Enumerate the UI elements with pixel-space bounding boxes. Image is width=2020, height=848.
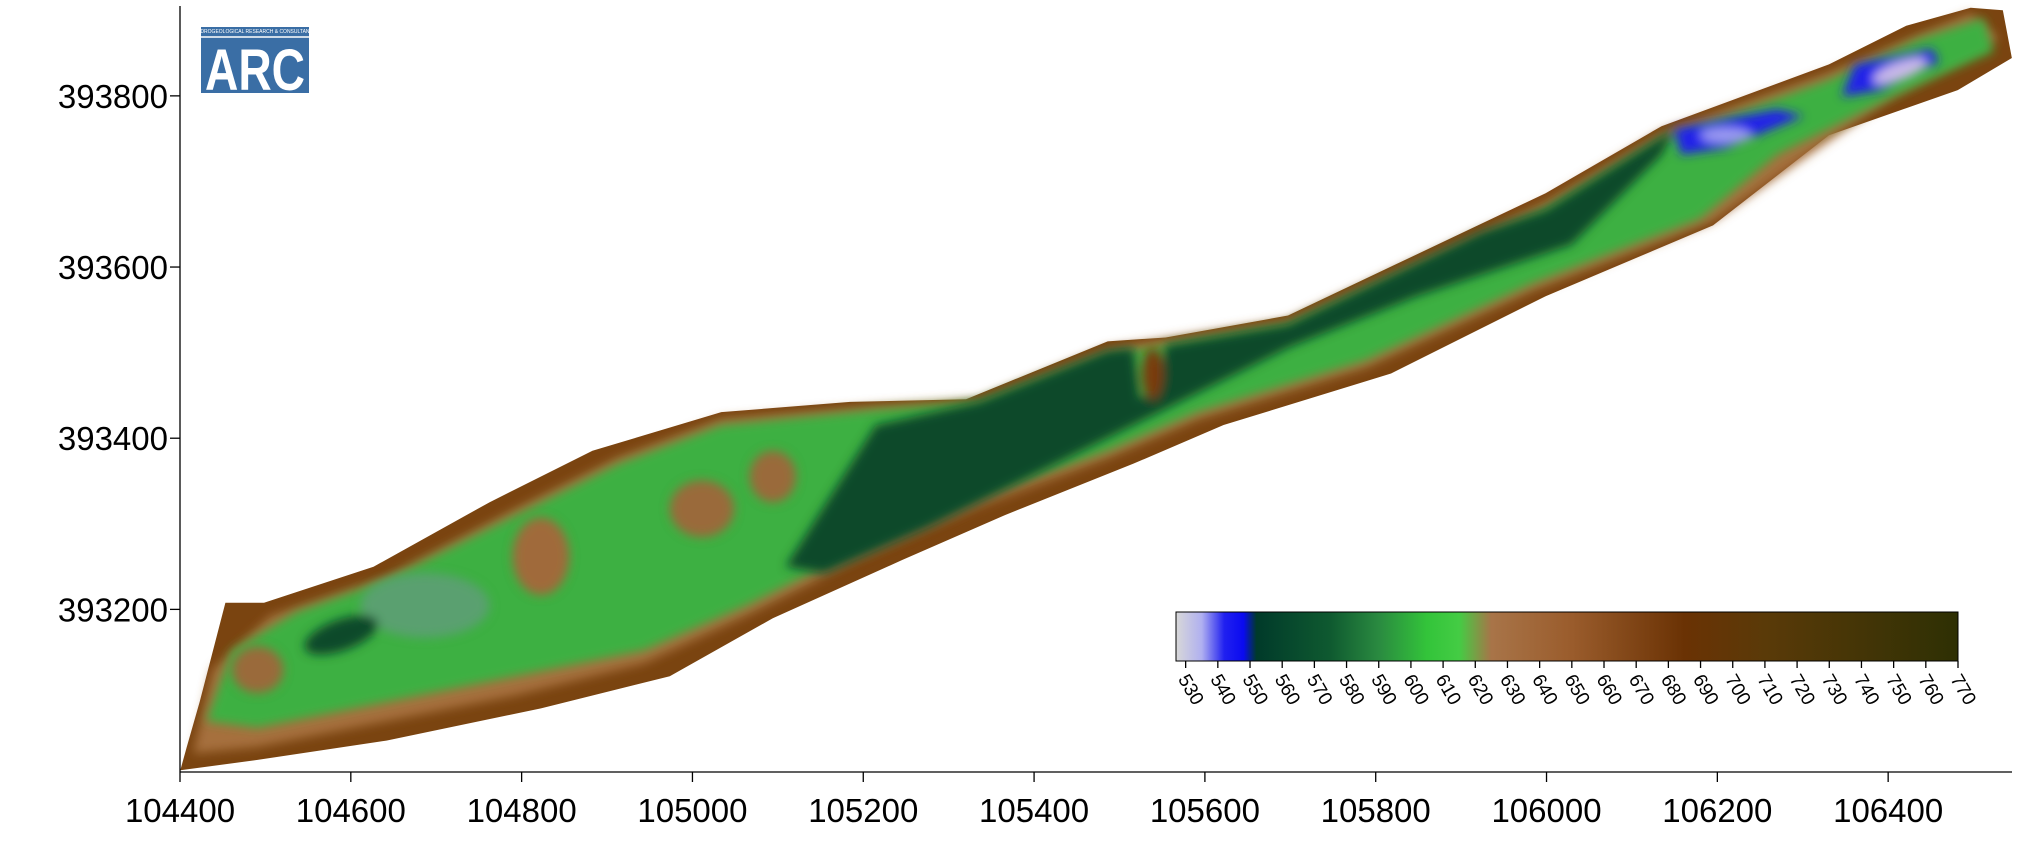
x-tick-label: 105800 [1321, 792, 1431, 829]
colorbar-tick-label: 560 [1270, 671, 1304, 709]
colorbar-tick-label: 670 [1624, 671, 1658, 709]
x-tick-label: 105000 [637, 792, 747, 829]
colorbar-tick-label: 750 [1881, 671, 1915, 709]
colorbar-tick-label: 720 [1785, 671, 1819, 709]
x-tick-label: 106000 [1491, 792, 1601, 829]
logo-box [201, 27, 309, 93]
y-tick-label: 393200 [58, 591, 168, 628]
colorbar-tick-label: 730 [1817, 671, 1851, 709]
colorbar-tick-label: 590 [1366, 671, 1400, 709]
logo-text: ARC [205, 38, 305, 103]
x-tick-label: 104800 [467, 792, 577, 829]
x-tick-label: 106200 [1662, 792, 1772, 829]
colorbar-tick-label: 630 [1495, 671, 1529, 709]
colorbar [1175, 611, 1959, 662]
colorbar-tick-label: 580 [1334, 671, 1368, 709]
colorbar-tick-label: 660 [1592, 671, 1626, 709]
colorbar-tick-label: 640 [1527, 671, 1561, 709]
colorbar-tick-label: 650 [1559, 671, 1593, 709]
colorbar-tick-label: 530 [1173, 671, 1207, 709]
colorbar-tick-label: 600 [1399, 671, 1433, 709]
x-tick-label: 105200 [808, 792, 918, 829]
x-tick-label: 106400 [1833, 792, 1943, 829]
y-tick-label: 393600 [58, 249, 168, 286]
colorbar-tick-label: 610 [1431, 671, 1465, 709]
x-tick-label: 105400 [979, 792, 1089, 829]
y-tick-label: 393400 [58, 420, 168, 457]
colorbar-tick-label: 700 [1720, 671, 1754, 709]
logo: HYDROGEOLOGICAL RESEARCH & CONSULTANCY A… [194, 27, 318, 103]
x-tick-label: 104600 [296, 792, 406, 829]
x-tick-label: 105600 [1150, 792, 1260, 829]
x-tick-label: 104400 [125, 792, 235, 829]
colorbar-tick-label: 740 [1849, 671, 1883, 709]
logo-tagline: HYDROGEOLOGICAL RESEARCH & CONSULTANCY [194, 29, 318, 35]
colorbar-tick-label: 680 [1656, 671, 1690, 709]
colorbar-tick-label: 710 [1753, 671, 1787, 709]
colorbar-tick-label: 760 [1913, 671, 1947, 709]
colorbar-tick-label: 550 [1238, 671, 1272, 709]
colorbar-tick-label: 690 [1688, 671, 1722, 709]
colorbar-tick-label: 770 [1946, 671, 1980, 709]
y-tick-label: 393800 [58, 78, 168, 115]
colorbar-tick-label: 570 [1302, 671, 1336, 709]
terrain [180, 7, 2012, 771]
colorbar-tick-label: 540 [1206, 671, 1240, 709]
colorbar-tick-label: 620 [1463, 671, 1497, 709]
